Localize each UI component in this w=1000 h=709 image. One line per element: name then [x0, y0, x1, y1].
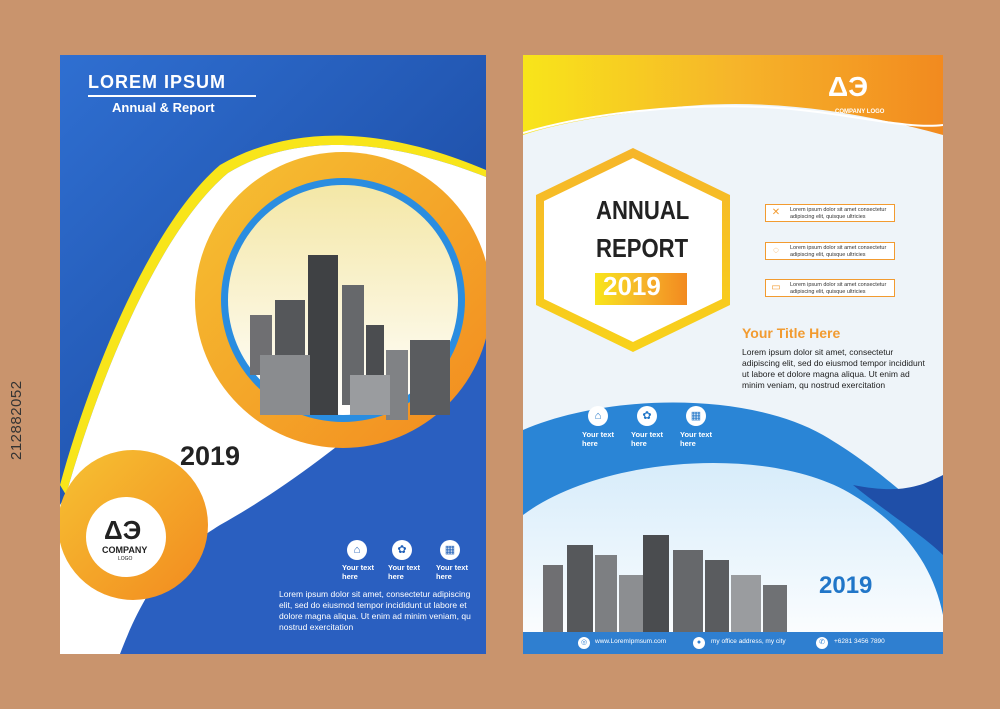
right-icon-label: Your text here [680, 430, 712, 448]
city-skyline [250, 255, 450, 420]
blue-lower-band [120, 305, 486, 654]
info-row: Lorem ipsum dolor sit amet consectetur a… [765, 204, 895, 222]
left-body-text: Lorem ipsum dolor sit amet, consectetur … [279, 589, 471, 632]
card-icon: ▭ [771, 282, 781, 293]
title-divider [88, 95, 256, 97]
calendar-icon: ▦ [440, 540, 460, 560]
left-icon-label: Your text here [388, 563, 420, 581]
right-body-text: Lorem ipsum dolor sit amet, consectetur … [742, 347, 925, 390]
gear-icon: ✿ [637, 406, 657, 426]
stock-id: 212882052 [8, 380, 25, 460]
top-orange-wave [523, 55, 943, 135]
calendar-icon: ▦ [686, 406, 706, 426]
left-cover-page: LOREM IPSUM Annual & Report 2019 ΔЭ COMP… [60, 55, 486, 654]
info-row: Lorem ipsum dolor sit amet consectetur a… [765, 279, 895, 297]
gear-icon: ✿ [392, 540, 412, 560]
right-report-page: ΔЭ COMPANY LOGO ANNUAL REPORT 2019 Lorem… [523, 55, 943, 654]
footer-strip [523, 632, 943, 654]
right-year: 2019 [819, 572, 873, 599]
tools-icon: ✕ [771, 207, 781, 218]
left-logo-company: COMPANY [102, 545, 148, 555]
left-title: LOREM IPSUM [88, 72, 227, 92]
year-badge: 2019 [603, 271, 661, 301]
web-icon: ◎ [578, 637, 590, 649]
refresh-icon: ◌ [773, 245, 779, 256]
location-icon: ● [693, 637, 705, 649]
left-cover-art [60, 135, 486, 654]
home-icon: ⌂ [588, 406, 608, 426]
footer-website: www.LoremIpmsum.com [595, 638, 667, 645]
left-logo-sub: LOGO [118, 556, 133, 562]
left-logo-mark: ΔЭ [104, 515, 142, 545]
right-logo-text: COMPANY LOGO [835, 109, 885, 115]
right-icon-label: Your text here [582, 430, 614, 448]
annual-heading: ANNUAL [596, 195, 690, 225]
year-badge-bg [595, 273, 687, 305]
home-icon: ⌂ [347, 540, 367, 560]
info-row: Lorem ipsum dolor sit amet consectetur a… [765, 242, 895, 260]
left-year: 2019 [180, 441, 241, 471]
dark-blue-accent [853, 475, 943, 555]
left-icon-label: Your text here [342, 563, 374, 581]
report-heading: REPORT [596, 233, 689, 263]
footer-address: my office address, my city [711, 638, 786, 645]
phone-icon: ✆ [816, 637, 828, 649]
right-icon-label: Your text here [631, 430, 663, 448]
top-white-line [523, 105, 943, 134]
right-logo-mark: ΔЭ [828, 71, 869, 102]
left-icon-label: Your text here [436, 563, 468, 581]
right-city-skyline [543, 535, 787, 635]
your-title: Your Title Here [742, 325, 841, 341]
right-page-art [523, 55, 943, 654]
left-subtitle: Annual & Report [112, 100, 215, 115]
footer-phone: +6281 3456 7890 [834, 638, 885, 645]
logo-white-circle [86, 497, 166, 577]
